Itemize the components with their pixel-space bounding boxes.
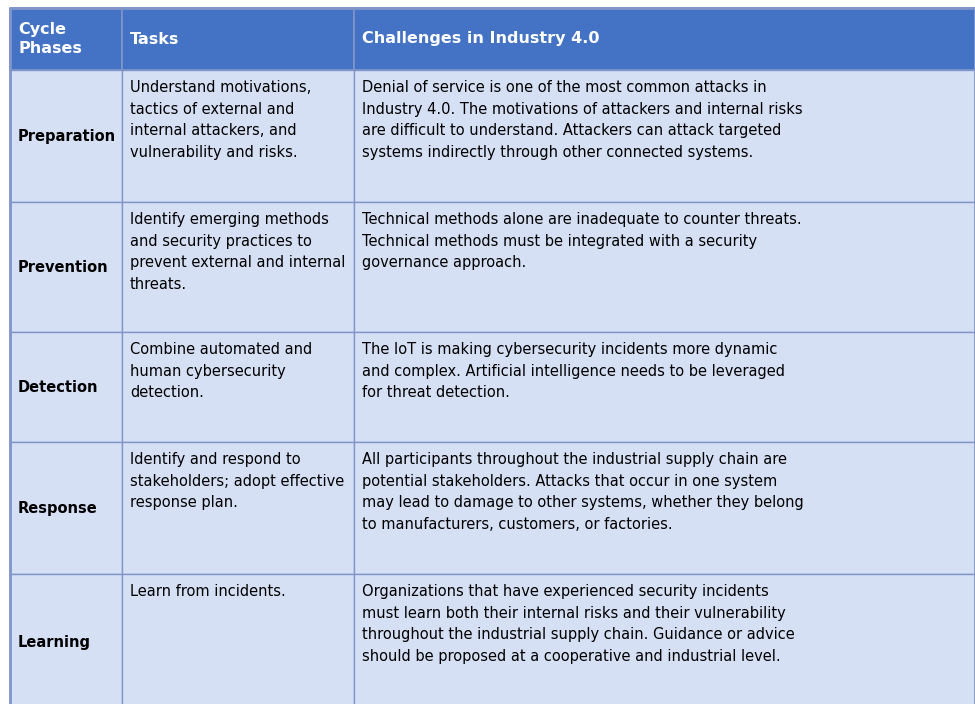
Bar <box>354 202 975 332</box>
Bar <box>122 442 354 574</box>
Text: Learning: Learning <box>18 636 91 650</box>
Bar <box>354 70 975 202</box>
Bar <box>122 574 354 704</box>
Text: Organizations that have experienced security incidents
must learn both their int: Organizations that have experienced secu… <box>362 584 795 664</box>
Bar <box>122 202 354 332</box>
Bar <box>10 70 122 202</box>
Bar <box>122 332 354 442</box>
Text: Cycle
Phases: Cycle Phases <box>18 23 82 56</box>
Bar <box>354 574 975 704</box>
Bar <box>122 8 354 70</box>
Text: Challenges in Industry 4.0: Challenges in Industry 4.0 <box>362 32 600 46</box>
Text: Combine automated and
human cybersecurity
detection.: Combine automated and human cybersecurit… <box>130 342 312 400</box>
Bar <box>10 442 122 574</box>
Bar <box>10 202 122 332</box>
Text: Identify emerging methods
and security practices to
prevent external and interna: Identify emerging methods and security p… <box>130 212 345 291</box>
Bar <box>354 442 975 574</box>
Bar <box>122 70 354 202</box>
Text: Denial of service is one of the most common attacks in
Industry 4.0. The motivat: Denial of service is one of the most com… <box>362 80 802 160</box>
Text: Prevention: Prevention <box>18 260 108 275</box>
Text: Learn from incidents.: Learn from incidents. <box>130 584 286 599</box>
Text: All participants throughout the industrial supply chain are
potential stakeholde: All participants throughout the industri… <box>362 452 803 532</box>
Bar <box>10 332 122 442</box>
Bar <box>10 8 122 70</box>
Text: Response: Response <box>18 501 98 515</box>
Bar <box>354 332 975 442</box>
Bar <box>354 8 975 70</box>
Text: The IoT is making cybersecurity incidents more dynamic
and complex. Artificial i: The IoT is making cybersecurity incident… <box>362 342 785 400</box>
Text: Identify and respond to
stakeholders; adopt effective
response plan.: Identify and respond to stakeholders; ad… <box>130 452 344 510</box>
Text: Tasks: Tasks <box>130 32 179 46</box>
Text: Detection: Detection <box>18 379 98 394</box>
Bar <box>10 574 122 704</box>
Text: Preparation: Preparation <box>18 129 116 144</box>
Text: Understand motivations,
tactics of external and
internal attackers, and
vulnerab: Understand motivations, tactics of exter… <box>130 80 311 160</box>
Text: Technical methods alone are inadequate to counter threats.
Technical methods mus: Technical methods alone are inadequate t… <box>362 212 801 270</box>
